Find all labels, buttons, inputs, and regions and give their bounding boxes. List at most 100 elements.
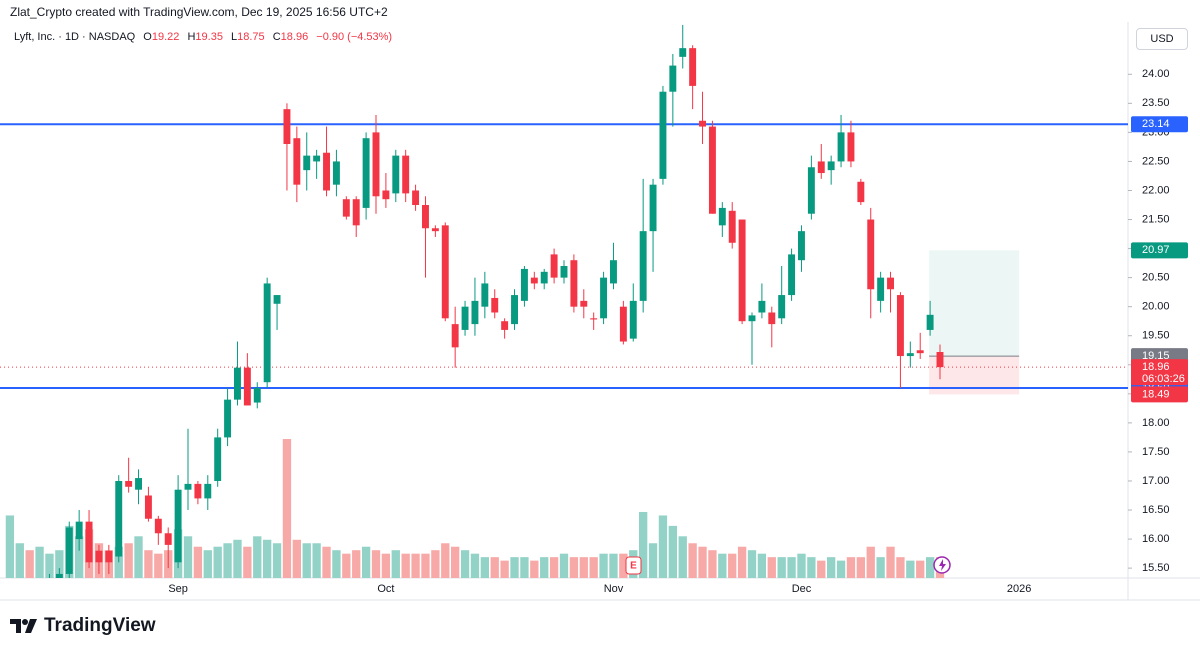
- volume-bar: [193, 546, 203, 578]
- target-zone: [929, 250, 1020, 357]
- volume-bar: [678, 536, 687, 578]
- candle-body: [154, 518, 162, 534]
- candle-body: [619, 306, 627, 342]
- candle-body: [283, 109, 291, 145]
- brand-logo: [10, 619, 37, 633]
- volume-bar: [213, 546, 222, 578]
- y-tick-label: 17.00: [1142, 475, 1170, 487]
- candle-body: [323, 152, 330, 191]
- volume-bar: [520, 557, 529, 578]
- price-tag-label: 23.14: [1142, 118, 1170, 130]
- candle-body: [293, 138, 301, 185]
- volume-bar: [609, 553, 618, 578]
- price-tag-label: 18.49: [1142, 388, 1170, 400]
- candle-body: [342, 199, 350, 217]
- volume-bar: [549, 557, 559, 578]
- candle-body: [550, 254, 558, 278]
- volume-bar: [282, 439, 292, 578]
- y-tick-label: 22.00: [1142, 184, 1170, 196]
- price-tag: [1131, 116, 1188, 133]
- candle-body: [679, 48, 687, 57]
- volume-bar: [292, 539, 301, 578]
- volume-bar: [698, 546, 707, 578]
- candle-body: [144, 495, 152, 519]
- volume-bar: [639, 511, 648, 578]
- symbol: Lyft, Inc. · 1D · NASDAQ: [14, 31, 136, 43]
- candle-body: [303, 155, 311, 171]
- candle-body: [115, 480, 123, 557]
- volume-bar: [540, 557, 549, 578]
- volume-bar: [787, 557, 796, 578]
- y-tick-label: 15.50: [1142, 562, 1170, 574]
- earnings-badge: E: [625, 556, 642, 575]
- candle-body: [214, 437, 222, 481]
- ohlc-value: 19.22: [151, 31, 180, 43]
- candle-body: [16, 586, 23, 592]
- candle-body: [629, 300, 637, 339]
- candle-body: [778, 295, 786, 319]
- x-tick-label: Sep: [168, 583, 188, 595]
- candle-body: [540, 271, 548, 284]
- volume-bar: [619, 553, 628, 578]
- volume-bar: [332, 550, 341, 578]
- candle-body: [906, 353, 914, 357]
- price-axis: 15.5016.0016.5017.0017.5018.0018.5019.00…: [1128, 68, 1188, 574]
- ohlc-key: C: [272, 31, 281, 43]
- candle-body: [402, 155, 410, 194]
- countdown: 06:03:26: [1142, 373, 1185, 385]
- volume-bar: [886, 546, 895, 578]
- candle-body: [204, 483, 212, 499]
- candle-body: [332, 161, 340, 185]
- volume-bar: [916, 560, 925, 578]
- volume-bar: [460, 550, 470, 578]
- x-tick-label: 2026: [1007, 583, 1031, 595]
- legend: Lyft, Inc. · 1D · NASDAQ O19.22 H19.35 L…: [14, 31, 392, 43]
- y-tick-label: 17.50: [1142, 446, 1170, 458]
- y-tick-label: 20.50: [1142, 272, 1170, 284]
- x-tick-label: Dec: [792, 583, 812, 595]
- volume-bar: [589, 557, 598, 578]
- candle-body: [461, 306, 469, 330]
- volume-bar: [381, 553, 391, 578]
- volume-bar: [925, 557, 935, 578]
- candle-body: [36, 586, 43, 592]
- candle-body: [887, 277, 894, 290]
- candle-body: [857, 181, 865, 203]
- volume-bar: [530, 560, 539, 578]
- volume-bar: [846, 557, 856, 578]
- volume-bar: [352, 550, 361, 578]
- event-icon: [933, 556, 951, 574]
- candle-body: [659, 91, 667, 179]
- candle-body: [313, 155, 321, 162]
- ohlc-value: 19.35: [195, 31, 223, 43]
- candle-body: [234, 367, 241, 400]
- candle-body: [85, 521, 93, 563]
- candle-body: [481, 283, 489, 307]
- volume-bar: [866, 546, 875, 578]
- volume-bar: [747, 550, 757, 578]
- candle-body: [788, 254, 796, 296]
- volume-bar: [361, 546, 371, 578]
- candle-body: [273, 295, 281, 304]
- candle-body: [412, 190, 420, 206]
- volume-bar: [203, 550, 212, 578]
- volume-bar: [599, 553, 608, 578]
- candle-body: [580, 300, 588, 307]
- candle-body: [590, 318, 598, 320]
- candle-body: [422, 205, 429, 229]
- ohlc-value: 18.75: [237, 31, 265, 43]
- candle-body: [46, 580, 53, 586]
- volume-bar: [75, 536, 84, 578]
- volume-bar: [35, 546, 44, 578]
- candle-body: [441, 225, 449, 319]
- volume-bar: [391, 550, 400, 578]
- volume-bar: [114, 546, 123, 578]
- candle-body: [837, 132, 845, 162]
- currency-button[interactable]: USD: [1136, 28, 1188, 50]
- candle-body: [392, 155, 400, 194]
- volume-bar: [688, 543, 697, 578]
- candle-body: [728, 210, 736, 243]
- svg-text:E: E: [630, 561, 637, 572]
- volume-bar: [728, 553, 737, 578]
- volume-bar: [5, 515, 15, 578]
